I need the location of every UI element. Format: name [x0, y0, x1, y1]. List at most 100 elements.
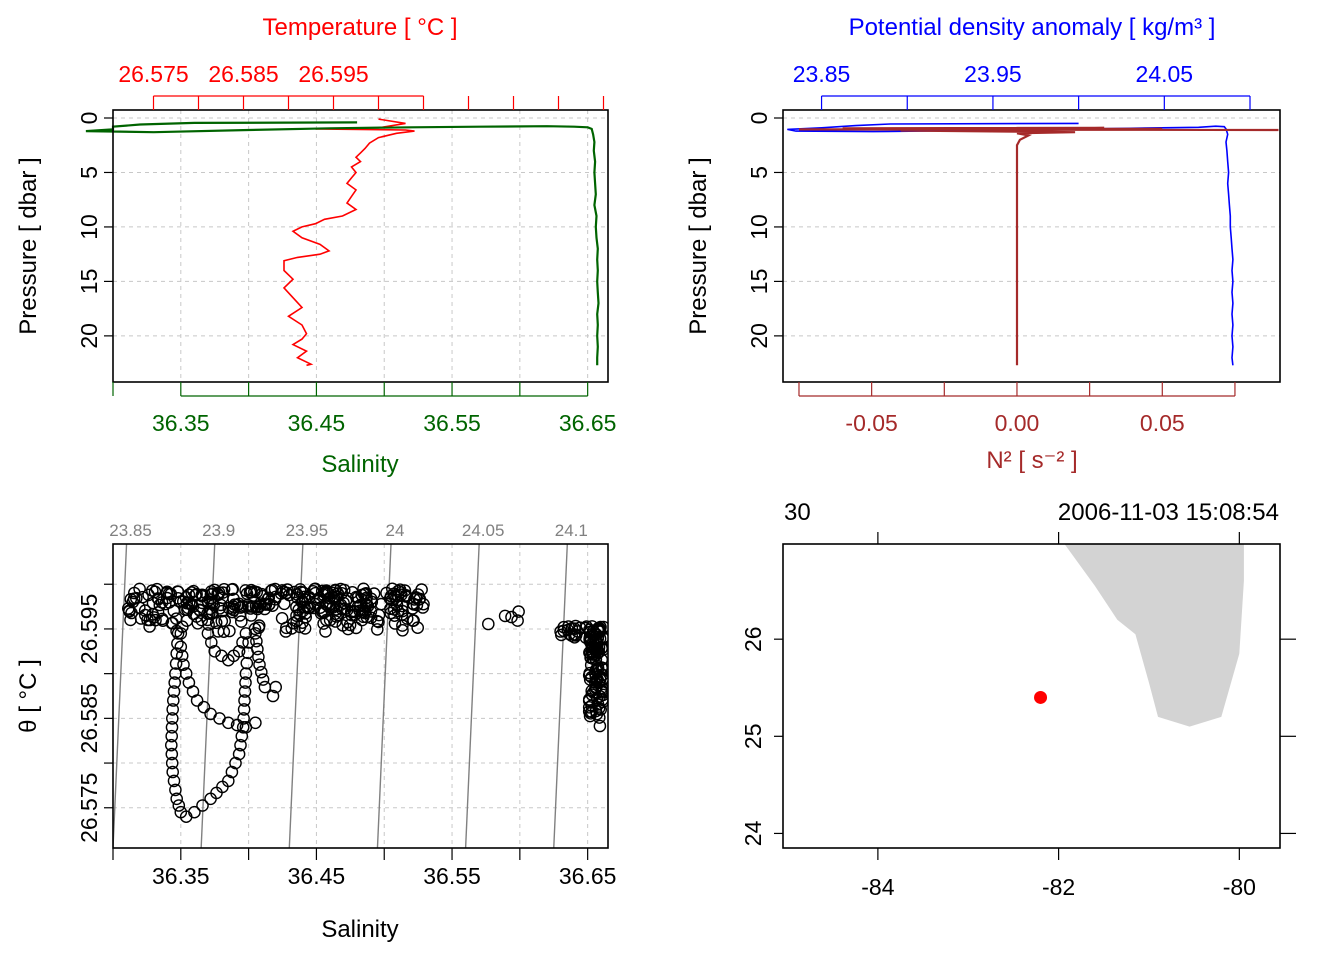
ts-point	[191, 617, 205, 630]
ts-profile-panel: 0 5 10 15 20 26.575 26.585 26.595 36.35 36.45 36.5…	[15, 14, 616, 478]
ts-point	[167, 774, 181, 788]
ts-point	[167, 685, 181, 698]
p3-xlabel: Salinity	[321, 916, 398, 943]
p1-top-tick-label: 26.595	[298, 61, 368, 87]
ts-point	[571, 625, 584, 638]
ts-point	[395, 608, 409, 622]
ts-point	[177, 658, 190, 672]
p1-frame	[112, 109, 609, 383]
ts-point	[166, 703, 179, 716]
isopycnal-line	[464, 544, 480, 848]
ts-point	[234, 615, 248, 628]
ts-point	[249, 716, 262, 730]
ts-point	[201, 627, 215, 640]
ts-point	[279, 625, 293, 638]
ts-point	[223, 624, 236, 638]
ts-point	[169, 667, 182, 680]
ts-point	[317, 588, 330, 602]
ts-point	[370, 623, 384, 636]
ts-diagram-panel: 36.35 36.45 36.55 36.65 26.575 26.585 26.595 23…	[15, 521, 616, 943]
isopycnal-label: 23.85	[109, 521, 152, 540]
ts-point	[329, 603, 343, 616]
p3-xtick-label: 36.45	[288, 863, 346, 889]
ts-point	[172, 799, 186, 812]
ts-point	[160, 591, 174, 605]
p2-bottom-tick-label: -0.05	[845, 410, 897, 436]
ts-point	[204, 636, 218, 649]
p1-bottom-tick-label: 36.65	[559, 410, 617, 436]
ts-point	[225, 583, 239, 597]
ts-point	[343, 618, 357, 632]
ts-point	[326, 586, 340, 600]
ts-point	[256, 673, 270, 686]
p3-ylabel: θ [ °C ]	[15, 659, 42, 733]
ts-point	[175, 649, 189, 663]
ts-point	[262, 591, 276, 605]
ts-point	[388, 617, 402, 630]
p2-axes: 0 5 10 15 20 23.85 23.95 24.05 -0.05 0.00 0.05	[746, 61, 1251, 436]
map-timestamp-label: 2006-11-03 15:08:54	[1058, 499, 1279, 526]
ts-point	[251, 602, 264, 616]
p2-ytick-label: 20	[746, 323, 772, 349]
ts-point	[165, 747, 179, 761]
p2-N2-line	[798, 126, 1279, 366]
ts-point	[307, 601, 320, 615]
p1-grid	[112, 110, 608, 382]
p1-lines	[85, 118, 600, 367]
p2-ytick-label: 0	[746, 112, 772, 125]
ts-point	[317, 617, 330, 630]
ts-point	[165, 729, 178, 743]
ts-point	[232, 645, 246, 658]
ts-point	[248, 585, 261, 598]
ts-point	[166, 694, 180, 707]
p1-top-tick-label: 26.575	[118, 61, 188, 87]
ts-point	[593, 719, 607, 733]
p1-ytick-label: 20	[76, 323, 102, 349]
ts-point	[253, 658, 266, 672]
ts-point	[412, 593, 426, 606]
p2-bottom-tick-label: 0.05	[1140, 410, 1185, 436]
ts-point	[359, 587, 373, 600]
ts-point	[168, 676, 181, 689]
ts-point	[215, 649, 228, 663]
p1-bottom-tick-label: 36.35	[152, 410, 210, 436]
ts-point	[293, 620, 307, 634]
ts-point	[218, 614, 231, 628]
p2-bottom-tick-label: 0.00	[995, 410, 1040, 436]
ts-point	[597, 643, 608, 656]
ts-point	[164, 587, 178, 601]
density-profile-panel: 0 5 10 15 20 23.85 23.95 24.05 -0.05 0.00 0.05 Pot…	[685, 14, 1281, 474]
ts-point	[171, 627, 185, 640]
ts-point	[588, 683, 602, 696]
p2-top-tick-label: 24.05	[1136, 61, 1194, 87]
ts-point	[355, 613, 369, 627]
p4-axes: -84 -82 -80 24 25 26	[740, 532, 1296, 900]
p3-ytick-label: 26.575	[76, 773, 102, 843]
ts-point	[287, 616, 300, 630]
ts-point	[281, 583, 294, 596]
ts-point	[396, 624, 409, 637]
ts-point	[232, 747, 246, 761]
isopycnal-label: 24.1	[555, 521, 588, 540]
p1-temperature-line	[282, 118, 415, 367]
ts-point	[597, 630, 608, 644]
p3-ytick-label: 26.595	[76, 594, 102, 664]
ts-point	[285, 622, 299, 635]
ts-point	[589, 653, 603, 666]
ts-point	[406, 614, 420, 628]
p1-bottom-tick-label: 36.55	[423, 410, 481, 436]
p2-ytick-label: 10	[746, 214, 772, 240]
ts-point	[230, 718, 244, 732]
ts-point	[252, 650, 265, 664]
ts-point	[563, 627, 576, 641]
ts-point	[505, 610, 518, 624]
ts-point	[238, 685, 252, 698]
map-top-left-label: 30	[784, 499, 811, 526]
p2-ytick-label: 5	[746, 166, 772, 179]
ts-point	[196, 799, 209, 812]
p2-top-tick-label: 23.85	[793, 61, 851, 87]
ts-point	[584, 707, 598, 720]
ts-point	[372, 608, 386, 622]
p1-ytick-label: 5	[76, 166, 102, 179]
ts-point	[244, 602, 257, 615]
